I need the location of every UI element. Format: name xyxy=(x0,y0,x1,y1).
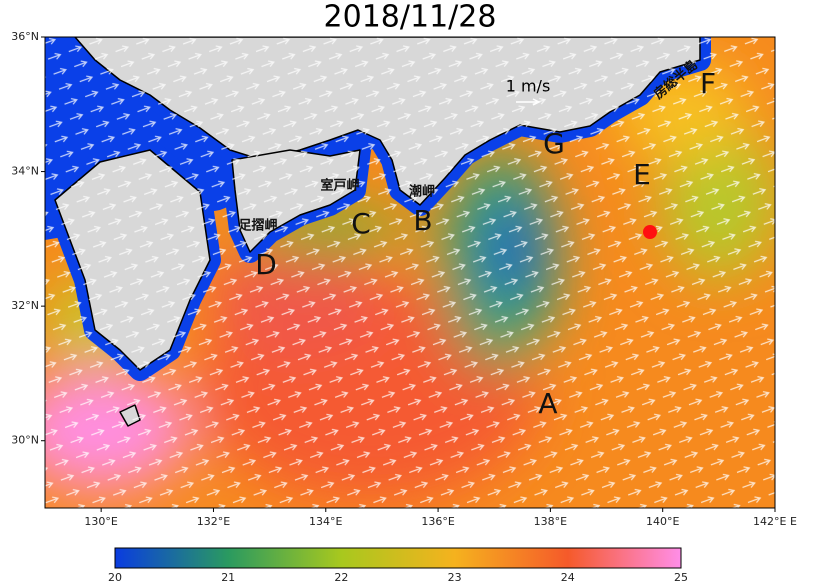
colorbar-tick-label: 23 xyxy=(448,571,462,584)
place-name: 潮岬 xyxy=(409,184,435,200)
colorbar-tick-label: 24 xyxy=(561,571,575,584)
region-marker: A xyxy=(538,387,557,420)
colorbar-tick-label: 25 xyxy=(674,571,688,584)
lon-tick-label: 134°E xyxy=(309,515,342,528)
region-marker: G xyxy=(543,127,565,160)
region-marker: C xyxy=(351,207,371,240)
place-name: 足摺岬 xyxy=(238,219,277,234)
region-marker: D xyxy=(255,248,277,281)
lat-tick-label: 30°N xyxy=(11,434,39,447)
lon-tick-label: 130°E xyxy=(84,515,117,528)
place-name: 室戸岬 xyxy=(320,178,359,194)
sea-surface-temperature xyxy=(45,37,775,508)
vector-scale-label: 1 m/s xyxy=(506,77,551,96)
vector-scale-arrow xyxy=(516,98,541,106)
title: 2018/11/28 xyxy=(324,0,497,35)
lon-tick-label: 136°E xyxy=(421,515,454,528)
map-frame xyxy=(44,36,776,509)
lon-tick-label: 140°E xyxy=(646,515,679,528)
colorbar-tick-label: 21 xyxy=(221,571,235,584)
colorbar xyxy=(114,547,682,569)
lat-tick-label: 32°N xyxy=(11,299,39,312)
lon-tick-label: 132°E xyxy=(197,515,230,528)
region-marker: B xyxy=(413,204,432,237)
location-dot xyxy=(643,225,657,239)
lat-tick-label: 36°N xyxy=(11,30,39,43)
lon-tick-label: 138°E xyxy=(534,515,567,528)
lat-tick-label: 34°N xyxy=(11,165,39,178)
lon-tick-label: 142°E E xyxy=(753,515,797,528)
region-marker: E xyxy=(633,158,651,191)
region-marker: F xyxy=(700,67,716,100)
colorbar-tick-label: 22 xyxy=(334,571,348,584)
colorbar-tick-label: 20 xyxy=(108,571,122,584)
